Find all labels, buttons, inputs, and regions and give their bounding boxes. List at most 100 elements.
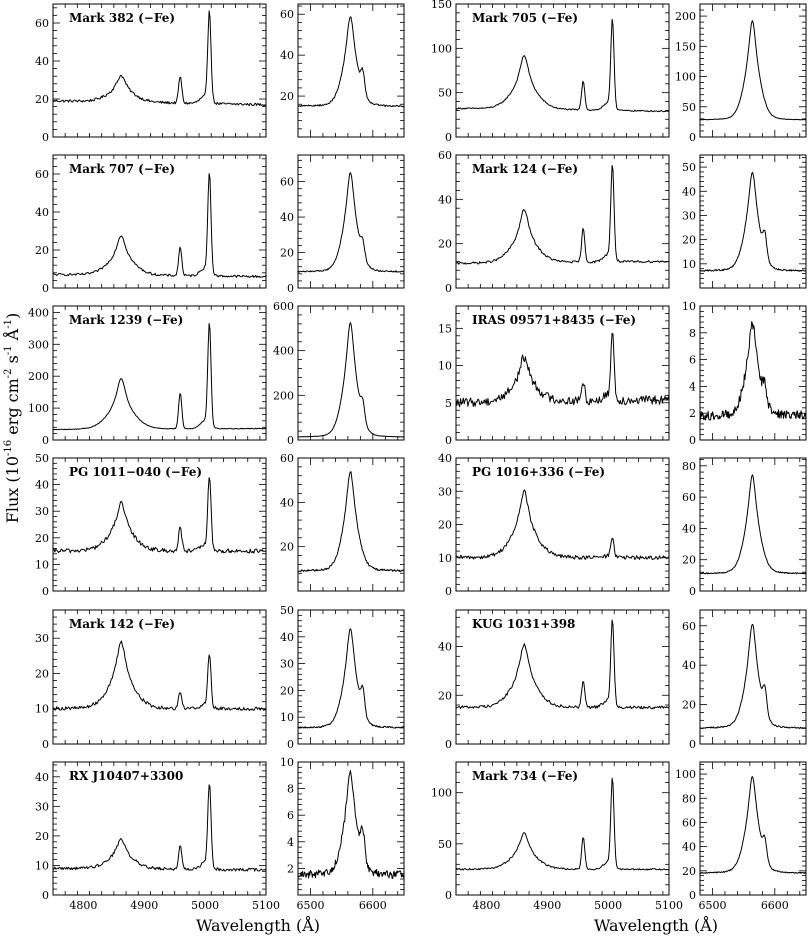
obj-11-hb-spectrum-line <box>456 777 669 871</box>
hbeta-panel: 0 20 40 KUG 1031+398 <box>438 609 670 751</box>
obj-10-ha-ytick-label: 8 <box>287 783 294 796</box>
obj-9-hb-spectrum-line <box>456 619 669 710</box>
obj-1-hb-frame <box>455 3 670 138</box>
obj-8-ha-ytick-label: 0 <box>287 738 294 751</box>
object-panel-4: 0 100 200 300 400 Mark 1239 (−Fe) 0 200 400 600 <box>28 300 405 447</box>
obj-10-ha-ytick-label: 4 <box>287 836 294 849</box>
halpha-panel: 0 20 40 60 <box>280 154 405 295</box>
obj-0-ha-ytick-label: 40 <box>280 49 294 62</box>
obj-3-hb-ticks <box>455 154 669 289</box>
obj-6-ha-ytick-label: 40 <box>280 496 294 509</box>
obj-5-ha-ytick-label: 4 <box>689 380 696 393</box>
obj-9-ha-spectrum-line <box>700 623 806 729</box>
obj-2-ha-ytick-label: 20 <box>280 247 294 260</box>
obj-2-hb-ytick-label: 40 <box>35 206 49 219</box>
halpha-panel: 20 40 60 <box>280 3 405 138</box>
obj-8-hb-ytick-label: 0 <box>42 738 49 751</box>
obj-11-hb-xtick-label: 5100 <box>655 899 683 912</box>
obj-11-hb-xtick-label: 4800 <box>472 899 500 912</box>
obj-5-hb-ytick-label: 0 <box>445 434 452 447</box>
obj-9-hb-ytick-label: 40 <box>438 641 452 654</box>
obj-2-ha-ytick-label: 40 <box>280 211 294 224</box>
halpha-panel: 0 200 400 600 <box>273 300 405 447</box>
halpha-panel: 20 40 60 <box>280 452 405 592</box>
obj-0-hb-ytick-label: 0 <box>42 131 49 144</box>
obj-3-hb-frame <box>455 154 670 289</box>
halpha-panel: 0 20 40 60 <box>682 609 807 751</box>
hbeta-panel: 0 10 20 30 40 50 PG 1011−040 (−Fe) <box>35 452 267 598</box>
obj-0-hb-ytick-label: 40 <box>35 55 49 68</box>
obj-5-ha-frame <box>699 305 807 441</box>
obj-11-hb-ytick-label: 0 <box>445 889 452 902</box>
obj-11-ha-frame <box>699 761 807 896</box>
obj-11-ha-xtick-label: 6500 <box>698 899 726 912</box>
obj-7-hb-ytick-label: 10 <box>438 552 452 565</box>
obj-7-ha-ytick-label: 0 <box>689 585 696 598</box>
hbeta-panel: 0 50 100 150 Mark 705 (−Fe) <box>431 0 670 144</box>
hbeta-panel: 0 20 40 60 Mark 707 (−Fe) <box>35 154 267 295</box>
obj-5-ha-ytick-label: 8 <box>689 327 696 340</box>
obj-10-hb-ytick-label: 0 <box>42 889 49 902</box>
obj-6-hb-spectrum-line <box>53 477 266 554</box>
obj-11-ha-ytick-label: 100 <box>675 768 696 781</box>
hbeta-panel: 0 10 20 30 40 PG 1016+336 (−Fe) <box>438 452 670 598</box>
obj-11-hb-ytick-label: 50 <box>438 838 452 851</box>
obj-0-hb-ytick-label: 60 <box>35 17 49 30</box>
obj-9-hb-frame <box>455 609 670 745</box>
object-name-label: Mark 707 (−Fe) <box>69 162 175 176</box>
obj-3-ha-frame <box>699 154 807 289</box>
object-name-label: Mark 382 (−Fe) <box>69 11 175 25</box>
y-title-flux: Flux (10 <box>3 456 22 523</box>
obj-10-ha-xtick-label: 6500 <box>296 899 324 912</box>
obj-11-hb-ticks <box>455 761 669 896</box>
obj-6-hb-ytick-label: 0 <box>42 585 49 598</box>
obj-8-ha-ytick-label: 20 <box>280 684 294 697</box>
object-panel-0: 0 20 40 60 Mark 382 (−Fe) 20 40 60 <box>35 3 405 144</box>
obj-8-ha-spectrum-line <box>298 628 404 729</box>
object-name-label: PG 1016+336 (−Fe) <box>472 465 605 479</box>
obj-5-hb-ytick-label: 10 <box>438 360 452 373</box>
obj-10-hb-ytick-label: 30 <box>35 800 49 813</box>
object-name-label: Mark 142 (−Fe) <box>69 617 175 631</box>
x-axis-title-right: Wavelength (Å) <box>594 915 718 935</box>
obj-6-hb-ytick-label: 10 <box>35 558 49 571</box>
obj-2-ha-ytick-label: 0 <box>287 282 294 295</box>
obj-5-hb-ytick-label: 5 <box>445 397 452 410</box>
object-name-label: KUG 1031+398 <box>472 617 575 631</box>
obj-8-ha-ytick-label: 40 <box>280 631 294 644</box>
obj-1-hb-ytick-label: 0 <box>445 131 452 144</box>
obj-6-hb-ytick-label: 30 <box>35 505 49 518</box>
obj-2-ha-spectrum-line <box>298 172 404 273</box>
object-panel-6: 0 10 20 30 40 50 PG 1011−040 (−Fe) 20 40 60 <box>35 452 405 598</box>
obj-10-hb-spectrum-line <box>53 784 266 872</box>
obj-3-hb-ytick-label: 60 <box>438 149 452 162</box>
obj-11-ha-ytick-label: 60 <box>682 816 696 829</box>
obj-1-ha-ytick-label: 0 <box>689 131 696 144</box>
obj-1-ha-frame <box>699 3 807 138</box>
obj-10-hb-xtick-label: 4800 <box>69 899 97 912</box>
obj-10-ha-spectrum-line <box>298 770 404 879</box>
object-panel-1: 0 50 100 150 Mark 705 (−Fe) 0 50 100 150 200 <box>431 0 807 144</box>
obj-10-hb-xtick-label: 5100 <box>252 899 280 912</box>
obj-9-ha-ticks <box>699 609 806 745</box>
obj-3-ha-spectrum-line <box>700 171 806 272</box>
obj-7-ha-spectrum-line <box>700 474 806 575</box>
obj-7-hb-frame <box>455 457 670 592</box>
obj-6-ha-ytick-label: 20 <box>280 541 294 554</box>
obj-7-ha-ytick-label: 60 <box>682 491 696 504</box>
halpha-panel: 0 20 40 60 80 100 6500 6600 <box>675 761 807 912</box>
obj-9-ha-ytick-label: 20 <box>682 699 696 712</box>
obj-0-ha-ticks <box>297 4 404 138</box>
halpha-panel: 10 20 30 40 50 <box>682 154 807 289</box>
halpha-panel: 2 4 6 8 10 6500 6600 <box>280 756 405 912</box>
obj-4-ha-ticks <box>297 305 404 441</box>
obj-7-hb-spectrum-line <box>456 489 669 561</box>
obj-6-hb-frame <box>52 457 267 592</box>
obj-4-hb-ytick-label: 100 <box>28 402 49 415</box>
obj-0-ha-frame <box>297 3 405 138</box>
obj-1-ha-ytick-label: 100 <box>675 71 696 84</box>
obj-11-hb-frame <box>455 761 670 896</box>
object-panel-7: 0 10 20 30 40 PG 1016+336 (−Fe) 0 20 40 60 80 <box>438 452 807 598</box>
obj-6-ha-spectrum-line <box>298 471 404 573</box>
